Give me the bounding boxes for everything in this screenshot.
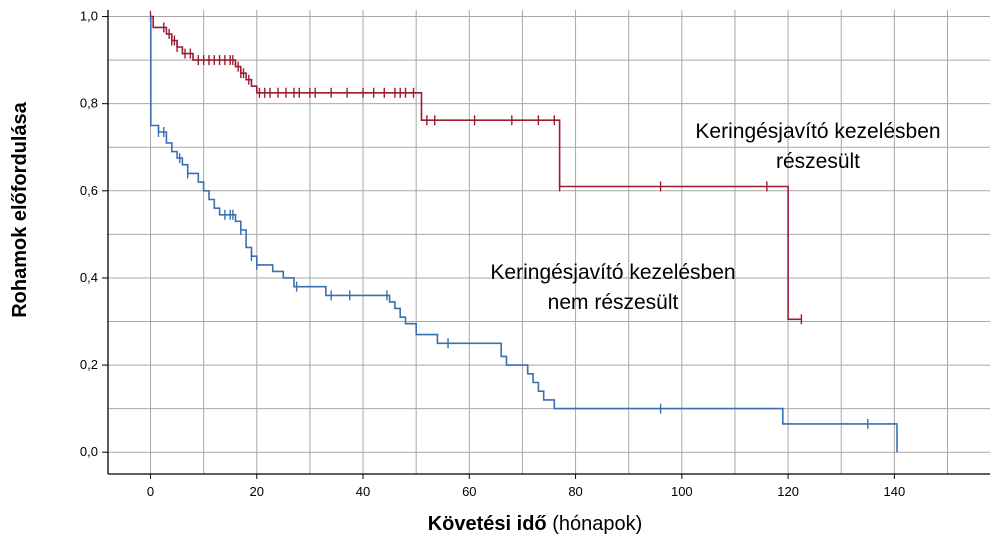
x-tick-label: 140 — [884, 484, 906, 499]
y-tick-label: 1,0 — [80, 9, 98, 24]
x-tick-label: 120 — [777, 484, 799, 499]
x-axis-label-bold: Követési idő — [428, 513, 547, 535]
y-tick-label: 0,4 — [80, 270, 98, 285]
x-axis-label: Követési idő (hónapok) — [428, 513, 643, 535]
series-group — [149, 11, 898, 453]
y-axis-label: Rohamok előfordulása — [9, 101, 31, 317]
x-tick-label: 20 — [250, 484, 264, 499]
y-tick-label: 0,6 — [80, 183, 98, 198]
axes — [107, 10, 990, 475]
y-tick-label: 0,2 — [80, 357, 98, 372]
x-tick-label: 80 — [568, 484, 582, 499]
x-axis-label-unit: (hónapok) — [552, 513, 642, 535]
x-tick-label: 60 — [462, 484, 476, 499]
annotation-series-1-line-1: Keringésjavító kezelésben — [695, 120, 940, 143]
annotation-series-2-line-2: nem részesült — [548, 291, 679, 314]
y-tick-labels: 0,0 0,2 0,4 0,6 0,8 1,0 — [80, 9, 108, 459]
y-tick-label: 0,0 — [80, 444, 98, 459]
y-tick-label: 0,8 — [80, 96, 98, 111]
series-2-line — [150, 15, 898, 453]
annotation-series-1-line-2: részesült — [776, 150, 860, 173]
x-tick-label: 100 — [671, 484, 693, 499]
x-tick-label: 0 — [147, 484, 154, 499]
grid-lines — [108, 10, 990, 474]
annotation-series-2-line-1: Keringésjavító kezelésben — [490, 261, 735, 284]
x-tick-label: 40 — [356, 484, 370, 499]
x-tick-labels: 0 20 40 60 80 100 120 140 — [147, 474, 905, 499]
